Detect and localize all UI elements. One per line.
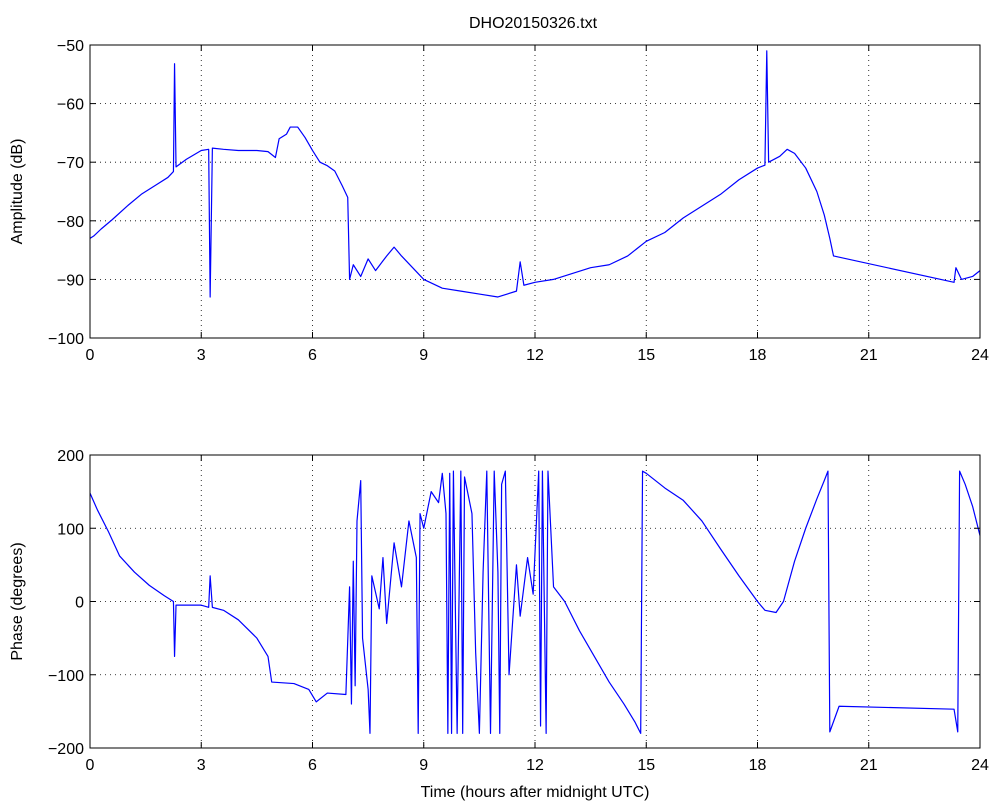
amplitude-y-tick-label: −80 <box>57 214 84 231</box>
phase-x-tick-label: 21 <box>860 757 878 774</box>
amplitude-x-tick-label: 9 <box>419 347 428 364</box>
amplitude-y-tick-label: −70 <box>57 155 84 172</box>
phase-x-tick-label: 12 <box>526 757 544 774</box>
amplitude-y-tick-label: −60 <box>57 97 84 114</box>
amplitude-y-tick-label: −90 <box>57 272 84 289</box>
phase-x-tick-label: 0 <box>86 757 95 774</box>
amplitude-x-tick-label: 6 <box>308 347 317 364</box>
phase-y-tick-label: −100 <box>48 668 84 685</box>
amplitude-series <box>89 50 981 298</box>
amplitude-x-tick-label: 18 <box>749 347 767 364</box>
figure-title: DHO20150326.txt <box>469 15 598 32</box>
phase-y-tick-label: 100 <box>57 521 84 538</box>
phase-x-tick-label: 18 <box>749 757 767 774</box>
phase-x-tick-label: 6 <box>308 757 317 774</box>
amplitude-plot-area <box>90 45 980 338</box>
amplitude-line <box>89 50 981 298</box>
amplitude-ticks: 0 3 6 9 12 15 18 21 24 −100 −90 −80 −70 −60 −50 <box>48 38 989 364</box>
phase-grid <box>90 455 980 748</box>
amplitude-x-tick-label: 21 <box>860 347 878 364</box>
amplitude-axes: 0 3 6 9 12 15 18 21 24 −100 −90 −80 −70 −60 −50 Amplit… <box>9 38 989 364</box>
phase-x-tick-label: 24 <box>971 757 989 774</box>
phase-x-tick-label: 3 <box>197 757 206 774</box>
phase-y-tick-label: 0 <box>75 595 84 612</box>
amplitude-x-tick-label: 15 <box>637 347 655 364</box>
amplitude-grid <box>90 45 980 338</box>
phase-y-axis-label: Phase (degrees) <box>9 542 26 660</box>
amplitude-x-tick-label: 0 <box>86 347 95 364</box>
amplitude-x-tick-label: 3 <box>197 347 206 364</box>
amplitude-y-tick-label: −50 <box>57 38 84 55</box>
phase-series <box>89 470 981 734</box>
phase-ticks: 0 3 6 9 12 15 18 21 24 −200 −100 0 100 200 <box>48 448 989 774</box>
amplitude-y-axis-label: Amplitude (dB) <box>9 139 26 245</box>
phase-x-axis-label: Time (hours after midnight UTC) <box>421 784 650 801</box>
phase-y-tick-label: 200 <box>57 448 84 465</box>
phase-x-tick-label: 15 <box>637 757 655 774</box>
phase-y-tick-label: −200 <box>48 741 84 758</box>
phase-x-tick-label: 9 <box>419 757 428 774</box>
amplitude-x-tick-label: 12 <box>526 347 544 364</box>
phase-line <box>89 470 981 734</box>
amplitude-x-tick-label: 24 <box>971 347 989 364</box>
amplitude-y-tick-label: −100 <box>48 331 84 348</box>
phase-axes: 0 3 6 9 12 15 18 21 24 −200 −100 0 100 200 Phase (deg… <box>9 448 989 801</box>
